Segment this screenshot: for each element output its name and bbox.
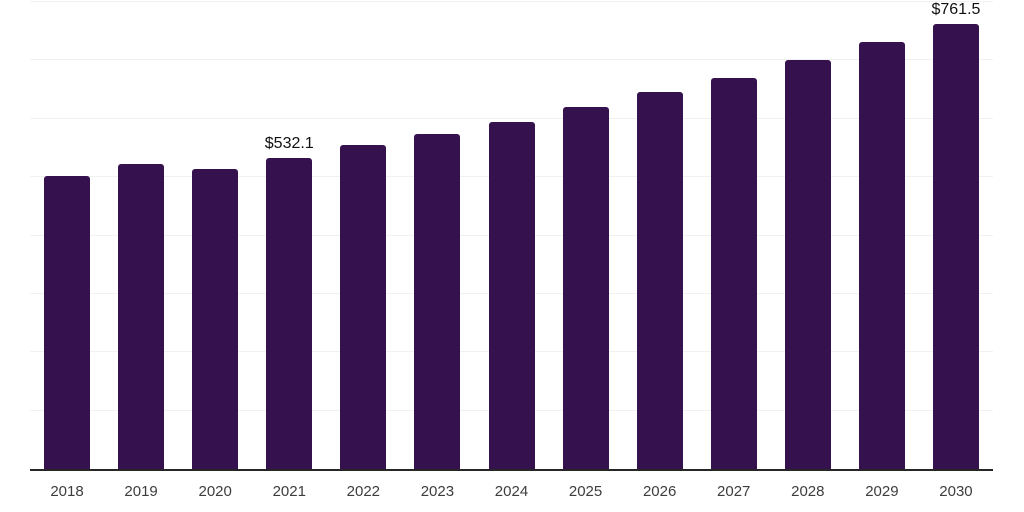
x-tick-2020: 2020 [198,483,232,500]
x-tick-2028: 2028 [791,483,825,500]
x-axis: 2018 2019 2020 2021 2022 2023 2024 2025 2026 2027… [30,483,993,505]
x-tick-2024: 2024 [494,483,529,500]
value-label-2030: $761.5 [931,1,981,19]
x-tick-2023: 2023 [420,483,455,500]
bar-2024 [488,122,535,469]
bar-2022 [340,145,387,469]
bar-2021 [266,158,313,469]
x-tick-2025: 2025 [568,483,603,500]
x-tick-2018: 2018 [50,483,84,500]
x-tick-2029: 2029 [865,483,899,500]
bar-2023 [414,133,461,469]
bar-2030 [932,24,979,469]
bar-2029 [858,42,905,469]
bar-2028 [784,60,831,469]
x-tick-2026: 2026 [642,483,677,500]
gridline [30,1,993,2]
x-tick-2019: 2019 [124,483,158,500]
bar-2019 [118,163,165,469]
x-tick-2027: 2027 [717,483,751,500]
bar-2026 [636,91,683,469]
x-tick-2030: 2030 [939,483,973,500]
bar-2018 [44,175,91,469]
bar-2025 [562,107,609,469]
x-tick-2021: 2021 [272,483,306,500]
bar-2027 [710,77,757,469]
gridline [30,59,993,61]
x-tick-2022: 2022 [346,483,381,500]
bar-2020 [192,168,239,469]
gridline [30,117,993,119]
plot-area: $532.1 $761.5 [30,1,993,471]
value-label-2021: $532.1 [264,135,314,153]
